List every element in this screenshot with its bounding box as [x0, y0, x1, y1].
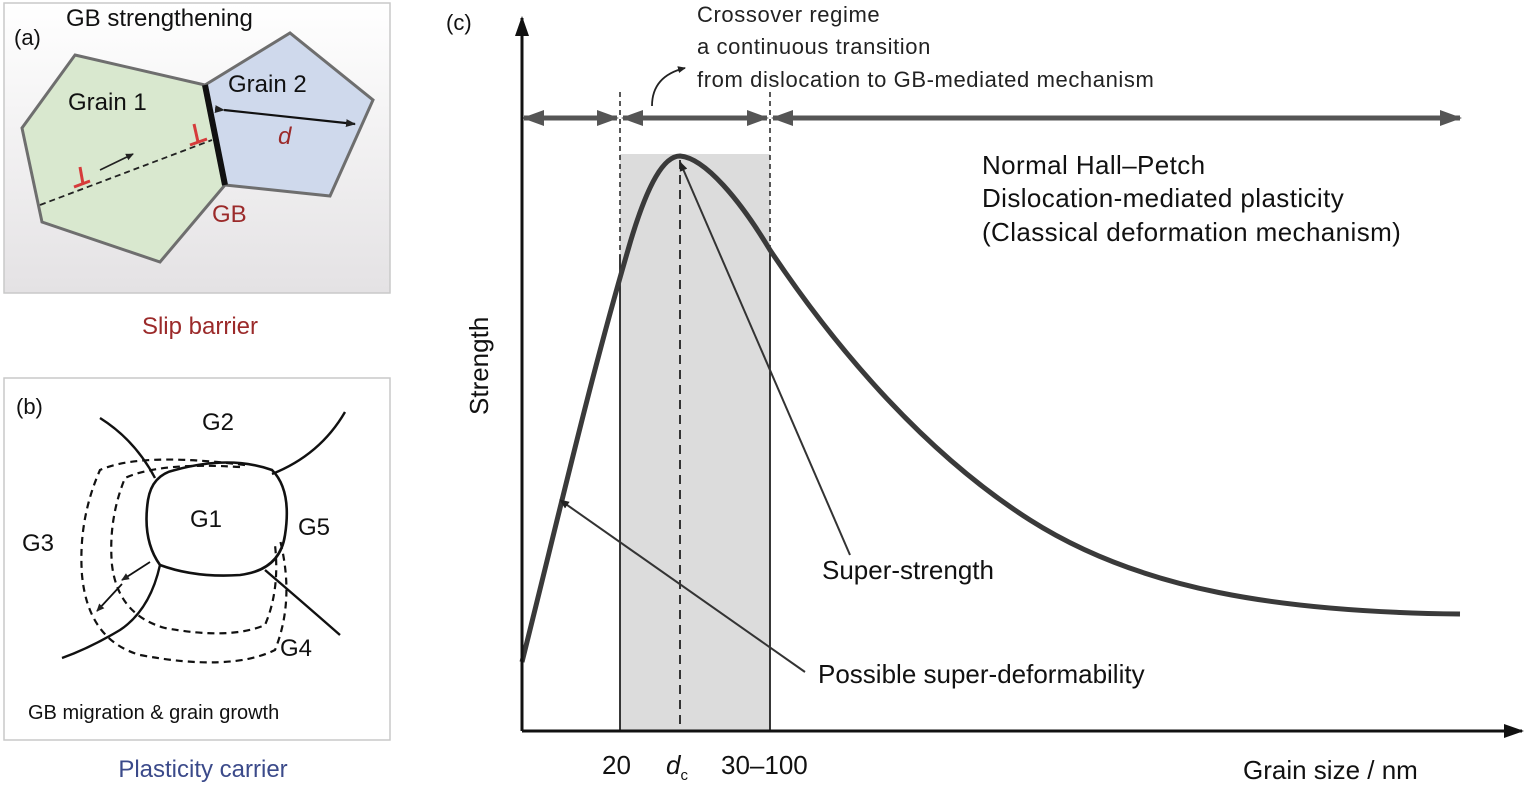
strength-curve: [519, 153, 1461, 663]
dislocation-symbol-left: [73, 166, 91, 189]
migrated-boundary-inner: [110, 464, 278, 635]
panel-c: (c) Crossover regime a continuous transi…: [446, 2, 1524, 785]
y-axis-label: Strength: [464, 317, 494, 415]
grain-g2-label: G2: [202, 409, 234, 436]
hall-petch-line-2: Dislocation-mediated plasticity: [982, 183, 1344, 213]
grain-size-d-label: d: [278, 123, 292, 150]
migration-arrow-1: [121, 561, 151, 581]
super-deformability-label: Possible super-deformability: [818, 659, 1145, 689]
panel-b-caption: Plasticity carrier: [118, 756, 287, 783]
x-tick-30-100: 30–100: [721, 750, 808, 780]
x-tick-20: 20: [602, 750, 631, 780]
grain-g5-label: G5: [298, 514, 330, 541]
boundary-bottom-left: [61, 564, 162, 660]
crossover-text-line-2: a continuous transition: [697, 34, 931, 59]
panel-b-label: (b): [16, 394, 43, 419]
grain-g4-label: G4: [280, 635, 312, 662]
grain-g1-label: G1: [190, 506, 222, 533]
panel-b-inner-caption: GB migration & grain growth: [28, 702, 279, 724]
grain-1-label: Grain 1: [68, 89, 147, 116]
crossover-shaded-region: [620, 154, 770, 731]
gb-label: GB: [212, 201, 247, 228]
slip-direction-arrow: [99, 153, 134, 171]
migration-arrow-2: [96, 583, 123, 612]
x-tick-dc: dc: [666, 750, 688, 784]
dislocation-symbol-right: [189, 123, 208, 147]
panel-c-label: (c): [446, 10, 472, 35]
grain-g1-boundary: [145, 461, 289, 577]
panel-a: (a) GB strengthening Grain 1 Grain 2 d G…: [3, 2, 391, 294]
x-tick-dc-main: d: [666, 750, 682, 780]
slip-plane-line: [39, 139, 213, 206]
crossover-text-line-3: from dislocation to GB-mediated mechanis…: [697, 67, 1154, 92]
grain-2-label: Grain 2: [228, 71, 307, 98]
boundary-bottom-right: [264, 569, 341, 636]
crossover-text-line-1: Crossover regime: [697, 2, 880, 27]
x-axis-label: Grain size / nm: [1243, 755, 1418, 785]
migrated-boundary-outer: [80, 458, 288, 664]
hall-petch-line-3: (Classical deformation mechanism): [982, 217, 1401, 247]
grain-boundary-line: [202, 84, 228, 186]
super-deformability-pointer: [559, 499, 806, 673]
panel-a-label: (a): [14, 25, 41, 50]
panel-a-title: GB strengthening: [66, 5, 253, 32]
grain-size-arrow: [214, 105, 356, 128]
hall-petch-line-1: Normal Hall–Petch: [982, 150, 1206, 180]
super-strength-label: Super-strength: [822, 555, 994, 585]
boundary-top-right: [271, 411, 347, 476]
x-tick-dc-sub: c: [680, 767, 688, 784]
panel-a-caption: Slip barrier: [142, 313, 258, 340]
panel-b: (b) G2 G1 G3 G5 G4 GB migration & grain …: [3, 377, 391, 741]
crossover-callout-arrow: [651, 66, 686, 107]
grain-g3-label: G3: [22, 530, 54, 557]
super-strength-pointer: [679, 161, 851, 556]
